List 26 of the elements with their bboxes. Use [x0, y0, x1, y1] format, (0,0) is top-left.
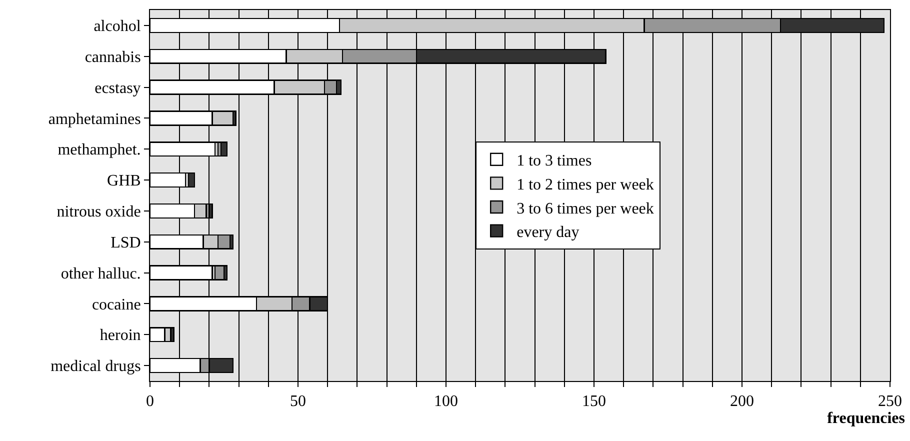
x-tick-label: 50: [290, 393, 306, 410]
x-tick-label: 150: [582, 393, 606, 410]
x-tick-label: 100: [434, 393, 458, 410]
x-tick-label: 200: [730, 393, 754, 410]
y-tick-label: amphetamines: [48, 110, 141, 128]
y-tick-label: other halluc.: [60, 265, 141, 282]
legend-label: 1 to 2 times per week: [516, 176, 654, 194]
y-tick-label: alcohol: [94, 18, 142, 36]
y-tick-label: heroin: [100, 327, 141, 344]
bar: [188, 172, 195, 188]
legend-label: every day: [516, 224, 580, 242]
y-tick-label: nitrous oxide: [56, 204, 141, 221]
x-tick-label: 0: [146, 393, 154, 410]
y-tick-label: ecstasy: [94, 80, 141, 97]
x-tick-label: 250: [878, 393, 902, 410]
y-tick-label: methamphet.: [58, 142, 141, 159]
y-tick-label: cannabis: [84, 48, 141, 66]
y-tick-label: GHB: [107, 172, 141, 190]
legend-label: 3 to 6 times per week: [516, 200, 654, 218]
legend-label: 1 to 3 times: [516, 152, 592, 170]
y-tick-label: medical drugs: [50, 358, 141, 376]
bar: [214, 265, 225, 280]
y-tick-label: LSD: [110, 234, 141, 252]
y-tick-label: cocaine: [92, 296, 141, 314]
x-axis-title: frequencies: [827, 410, 905, 427]
bar: [220, 142, 228, 157]
